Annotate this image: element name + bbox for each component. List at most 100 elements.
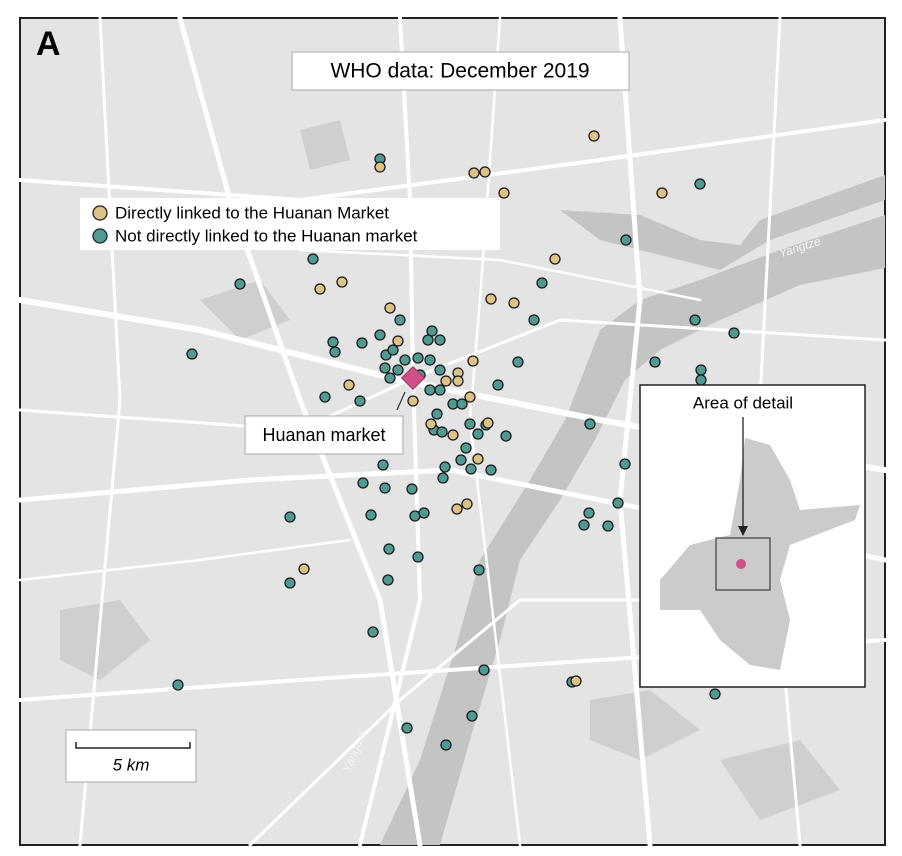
case-linked <box>384 302 396 314</box>
inset-market <box>736 559 746 569</box>
case-not-linked <box>412 352 424 364</box>
case-not-linked <box>434 364 446 376</box>
case-not-linked <box>602 520 614 532</box>
case-linked <box>472 453 484 465</box>
case-not-linked <box>172 679 184 691</box>
case-not-linked <box>424 354 436 366</box>
case-not-linked <box>619 458 631 470</box>
case-not-linked <box>492 379 504 391</box>
case-not-linked <box>234 278 246 290</box>
legend-swatch <box>92 228 108 244</box>
case-linked <box>656 187 668 199</box>
case-not-linked <box>387 344 399 356</box>
case-not-linked <box>695 374 707 386</box>
case-not-linked <box>365 509 377 521</box>
case-not-linked <box>472 428 484 440</box>
case-linked <box>461 498 473 510</box>
case-linked <box>549 253 561 265</box>
case-not-linked <box>694 178 706 190</box>
inset-title: Area of detail <box>693 393 793 412</box>
case-not-linked <box>406 483 418 495</box>
case-not-linked <box>464 418 476 430</box>
case-linked <box>440 375 452 387</box>
case-not-linked <box>709 688 721 700</box>
case-not-linked <box>584 418 596 430</box>
case-not-linked <box>354 395 366 407</box>
case-not-linked <box>440 739 452 751</box>
case-linked <box>451 503 463 515</box>
scale-box <box>65 729 197 783</box>
case-not-linked <box>431 408 443 420</box>
case-not-linked <box>383 543 395 555</box>
case-not-linked <box>434 334 446 346</box>
case-not-linked <box>382 574 394 586</box>
case-not-linked <box>284 511 296 523</box>
legend-swatch <box>92 205 108 221</box>
case-linked <box>508 297 520 309</box>
case-not-linked <box>399 354 411 366</box>
case-linked <box>336 276 348 288</box>
inset: Area of detail <box>639 384 866 688</box>
case-not-linked <box>434 384 446 396</box>
case-not-linked <box>612 497 624 509</box>
case-linked <box>374 161 386 173</box>
case-not-linked <box>455 454 467 466</box>
case-linked <box>392 335 404 347</box>
case-not-linked <box>649 356 661 368</box>
title-box <box>291 51 630 91</box>
case-not-linked <box>689 314 701 326</box>
case-not-linked <box>379 362 391 374</box>
case-points <box>172 130 774 751</box>
case-not-linked <box>500 430 512 442</box>
case-not-linked <box>392 364 404 376</box>
case-linked <box>485 293 497 305</box>
lakes <box>60 120 840 820</box>
case-linked <box>447 429 459 441</box>
case-linked <box>479 166 491 178</box>
case-not-linked <box>186 348 198 360</box>
case-not-linked <box>367 626 379 638</box>
case-not-linked <box>426 325 438 337</box>
case-not-linked <box>583 507 595 519</box>
case-not-linked <box>424 384 436 396</box>
scale-bar <box>75 742 191 749</box>
case-not-linked <box>307 253 319 265</box>
map-title: WHO data: December 2019 <box>330 60 589 83</box>
case-not-linked <box>374 329 386 341</box>
case-not-linked <box>439 461 451 473</box>
case-linked <box>425 418 437 430</box>
market-marker <box>400 365 426 391</box>
case-not-linked <box>384 372 396 384</box>
case-linked <box>407 395 419 407</box>
market-label-box <box>244 415 404 455</box>
case-not-linked <box>728 327 740 339</box>
case-not-linked <box>356 337 368 349</box>
case-not-linked <box>357 477 369 489</box>
case-not-linked <box>284 577 296 589</box>
case-not-linked <box>329 346 341 358</box>
case-not-linked <box>418 507 430 519</box>
case-linked <box>343 379 355 391</box>
case-not-linked <box>578 519 590 531</box>
case-linked <box>464 391 476 403</box>
market-label: Huanan market <box>262 425 385 445</box>
river <box>380 215 885 845</box>
case-not-linked <box>327 336 339 348</box>
market-pointer <box>396 391 406 411</box>
inset-arrowhead <box>738 526 748 536</box>
case-not-linked <box>620 234 632 246</box>
case-not-linked <box>436 426 448 438</box>
case-not-linked <box>528 314 540 326</box>
case-not-linked <box>377 459 389 471</box>
case-linked <box>570 675 582 687</box>
case-not-linked <box>466 710 478 722</box>
case-not-linked <box>412 551 424 563</box>
inset-region <box>660 438 860 670</box>
inset-detail-box <box>715 537 771 591</box>
panel-label: A <box>36 25 61 63</box>
case-linked <box>498 187 510 199</box>
case-not-linked <box>695 364 707 376</box>
scale-label: 5 km <box>113 755 150 774</box>
case-not-linked <box>536 277 548 289</box>
